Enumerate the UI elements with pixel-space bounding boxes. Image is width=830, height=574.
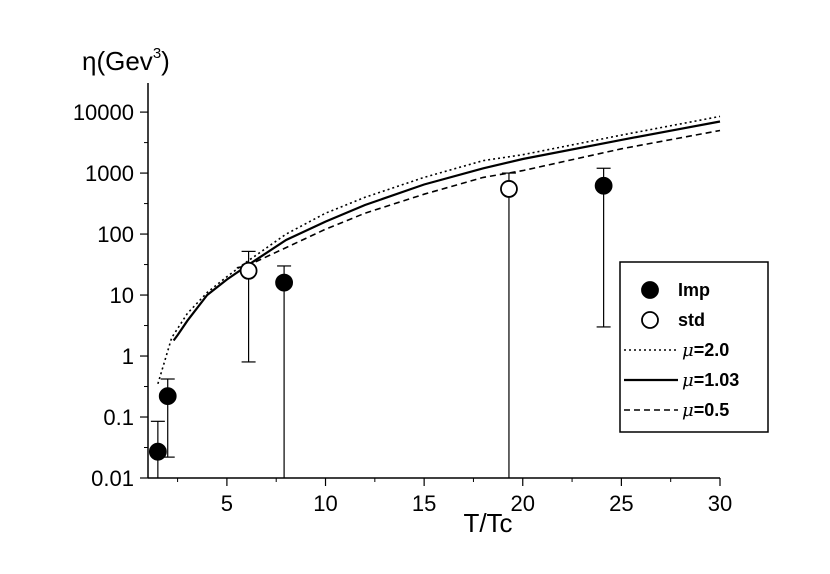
y-tick-label: 1 <box>122 344 134 369</box>
legend-marker-std <box>641 311 659 329</box>
point-std <box>239 261 258 280</box>
legend-label: μ=1.03 <box>682 370 739 391</box>
y-tick-label: 0.01 <box>91 466 134 491</box>
x-tick-label: 5 <box>221 491 233 516</box>
legend-label: std <box>678 310 705 330</box>
y-tick-label: 100 <box>97 222 134 247</box>
curves <box>157 115 721 385</box>
point-imp <box>158 387 177 406</box>
x-tick-label: 20 <box>511 491 535 516</box>
legend-marker-imp <box>641 281 659 299</box>
x-tick-label: 15 <box>412 491 436 516</box>
axes: 5 10 15 20 25 30 0.01 0.1 1 10 100 1000 10000 <box>73 83 732 516</box>
x-tick-label: 25 <box>609 491 633 516</box>
y-axis-title: η(Gev3) <box>82 45 170 76</box>
point-std <box>500 180 518 198</box>
point-imp <box>275 273 293 292</box>
x-tick-label: 30 <box>708 491 732 516</box>
x-axis-title: T/Tc <box>463 508 512 538</box>
point-imp <box>148 442 167 461</box>
y-tick-label: 10000 <box>73 100 134 125</box>
y-tick-label: 1000 <box>85 161 134 186</box>
x-tick-label: 10 <box>313 491 337 516</box>
legend-label: Imp <box>678 280 710 300</box>
curve-solid <box>172 120 721 342</box>
legend-label: μ=2.0 <box>682 340 729 361</box>
curve-dashed <box>236 129 721 269</box>
axis-titles: η(Gev3) T/Tc <box>82 45 513 538</box>
legend: Imp std μ=2.0 μ=1.03 μ=0.5 <box>619 261 769 433</box>
legend-label: μ=0.5 <box>682 400 729 421</box>
point-imp <box>594 176 613 195</box>
y-tick-label: 0.1 <box>103 405 134 430</box>
curve-dotted <box>157 115 721 385</box>
data-points <box>148 167 613 478</box>
y-tick-label: 10 <box>110 283 134 308</box>
